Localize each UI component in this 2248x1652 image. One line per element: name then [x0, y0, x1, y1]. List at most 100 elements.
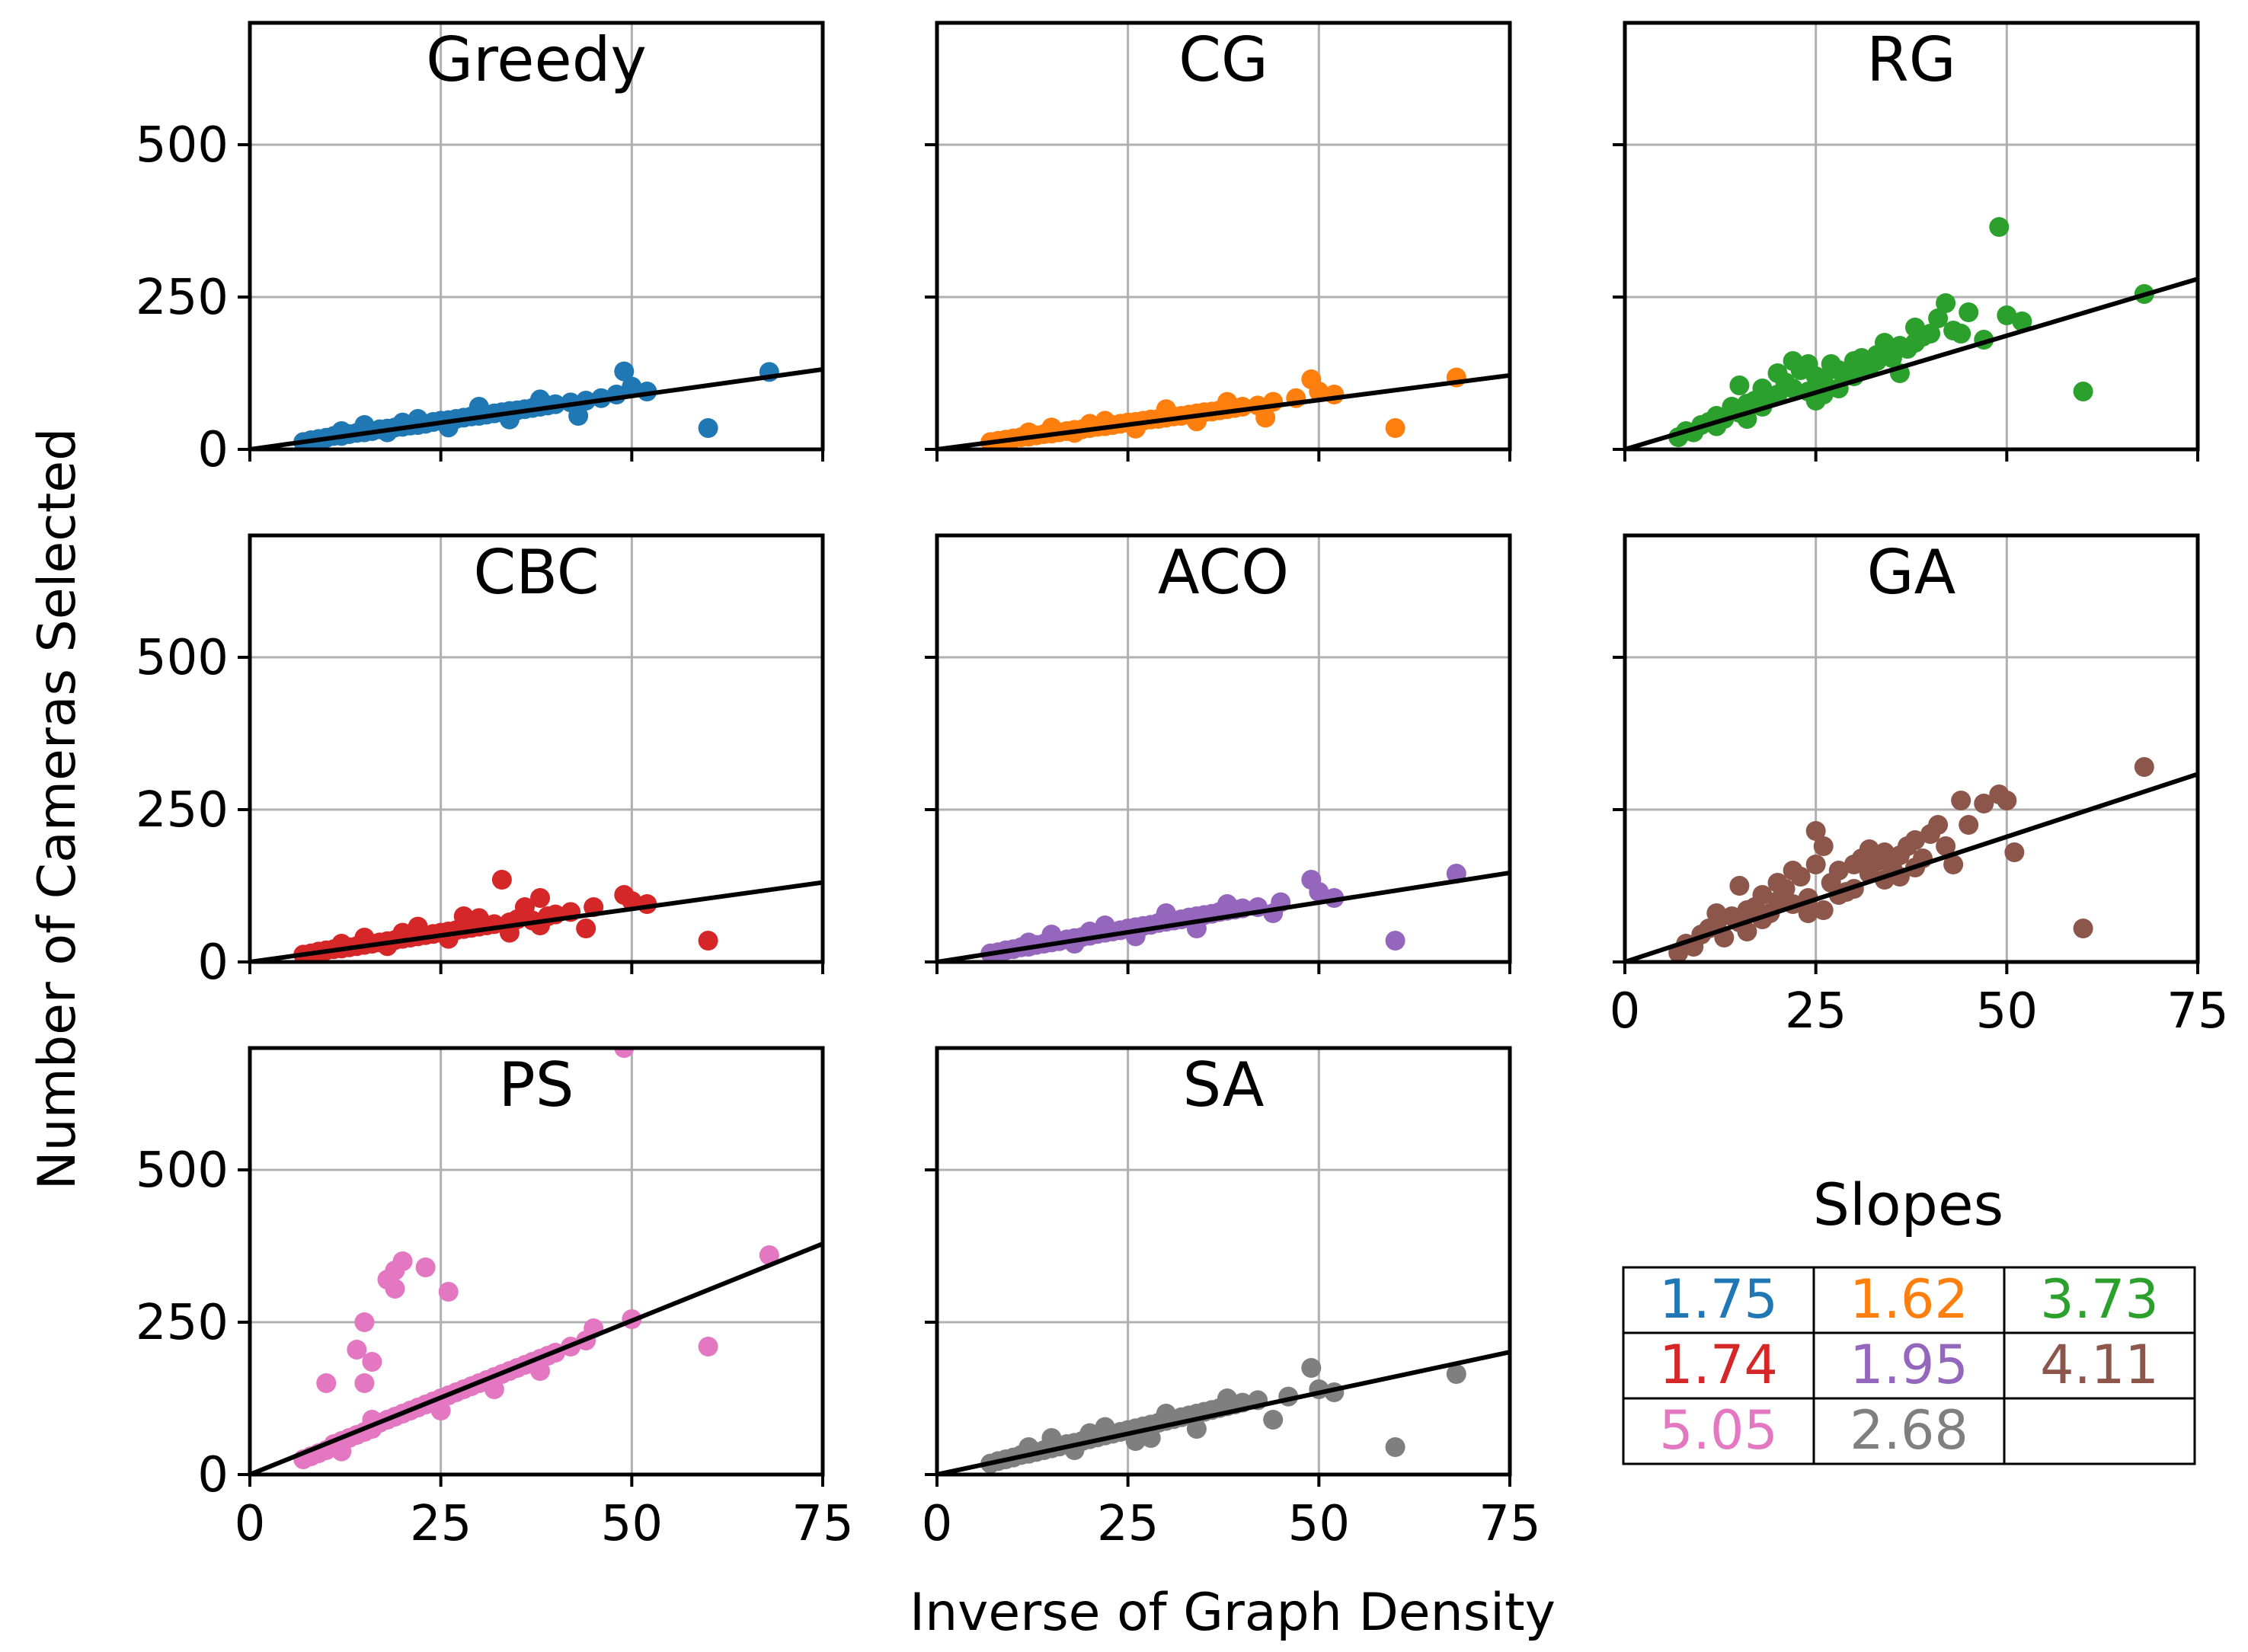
- slope-value: 2.68: [1850, 1399, 1968, 1462]
- y-tick-label: 250: [136, 782, 229, 839]
- data-point: [1866, 351, 1887, 371]
- data-point: [1951, 791, 1971, 810]
- data-point: [1828, 861, 1849, 880]
- data-point: [1813, 836, 1834, 856]
- data-point: [1263, 1410, 1284, 1430]
- data-point: [1997, 791, 2017, 810]
- points-ga: [1668, 757, 2154, 962]
- panel-title-rg: RG: [1866, 24, 1956, 95]
- data-point: [1217, 894, 1238, 914]
- data-point: [1385, 418, 1405, 438]
- panel-title-sa: SA: [1183, 1050, 1265, 1120]
- data-point: [1324, 385, 1345, 404]
- data-point: [354, 1312, 375, 1332]
- x-tick-label: 75: [1479, 1496, 1540, 1552]
- panel-frame: [248, 21, 825, 452]
- data-point: [1767, 363, 1788, 383]
- data-point: [1186, 1419, 1207, 1439]
- slopes-table: Slopes 1.75 1.62 3.73 1.74 1.95 4.11 5.05 2.68: [1622, 1171, 2196, 1465]
- x-tick-label: 25: [410, 1496, 472, 1552]
- points-cbc: [293, 870, 718, 962]
- data-point: [2073, 382, 2093, 401]
- data-point: [1783, 379, 1803, 398]
- data-point: [1140, 1428, 1161, 1448]
- slope-value: 3.73: [2040, 1268, 2159, 1331]
- data-point: [1125, 1431, 1146, 1451]
- data-point: [1301, 1358, 1322, 1378]
- data-point: [622, 376, 642, 397]
- points-rg: [1668, 217, 2154, 447]
- data-point: [1737, 922, 1757, 941]
- slope-value: 4.11: [2040, 1334, 2159, 1396]
- data-point: [392, 922, 413, 943]
- data-point: [2134, 757, 2154, 777]
- fit-line-cbc: [250, 880, 823, 962]
- data-point: [484, 1379, 504, 1399]
- data-point: [530, 888, 551, 908]
- panel-frame: [935, 1046, 1512, 1477]
- data-point: [1446, 1364, 1466, 1384]
- data-point: [1767, 873, 1788, 893]
- data-point: [430, 1401, 451, 1420]
- x-tick-label: 0: [922, 1496, 953, 1552]
- panel-sa: 0 25 50 75 SA: [922, 1046, 1541, 1552]
- y-tick-label: 500: [136, 117, 229, 174]
- data-point: [468, 397, 489, 417]
- x-tick-label: 0: [1610, 983, 1641, 1040]
- data-point: [1928, 815, 1949, 835]
- data-point: [1805, 855, 1826, 874]
- data-point: [1752, 885, 1773, 905]
- data-point: [698, 931, 718, 951]
- data-point: [1217, 391, 1238, 412]
- panel-aco: ACO: [925, 533, 1512, 974]
- y-tick-label: 250: [136, 1295, 229, 1351]
- slopes-table-border: [1622, 1266, 2196, 1465]
- y-tick-label: 0: [197, 1447, 229, 1503]
- data-point: [1041, 1428, 1062, 1448]
- fit-line-sa: [937, 1350, 1510, 1475]
- fit-line-ga: [1625, 772, 2198, 962]
- data-point: [2004, 842, 2025, 862]
- fit-line-rg: [1625, 276, 2198, 449]
- data-point: [1997, 305, 2017, 325]
- data-point: [347, 1340, 367, 1360]
- x-tick-label: 0: [235, 1496, 266, 1552]
- data-point: [1905, 318, 1926, 337]
- data-point: [385, 1279, 405, 1299]
- points-cg: [980, 367, 1466, 449]
- y-tick-label: 500: [136, 630, 229, 686]
- data-point: [354, 415, 375, 435]
- data-point: [1255, 407, 1276, 428]
- data-point: [1095, 1417, 1115, 1437]
- panel-title-ps: PS: [498, 1050, 574, 1120]
- panel-title-cbc: CBC: [473, 537, 599, 608]
- data-point: [1385, 1437, 1405, 1457]
- panel-frame: [1623, 21, 2200, 452]
- panel-title-greedy: Greedy: [426, 24, 647, 95]
- data-point: [1385, 931, 1405, 951]
- data-point: [1729, 375, 1750, 395]
- data-point: [1813, 369, 1834, 389]
- data-point: [491, 870, 512, 890]
- slope-value: 1.95: [1850, 1334, 1968, 1396]
- data-point: [614, 361, 635, 382]
- x-tick-label: 50: [601, 1496, 663, 1552]
- data-point: [1309, 882, 1329, 902]
- fit-line-greedy: [250, 367, 823, 449]
- y-tick-label: 0: [197, 935, 229, 991]
- panel-cbc: 0 250 500 CBC: [136, 533, 825, 991]
- data-point: [2012, 312, 2032, 331]
- points-aco: [980, 864, 1466, 962]
- data-point: [1813, 900, 1834, 920]
- data-point: [362, 1352, 382, 1372]
- x-tick-label: 75: [2166, 983, 2228, 1040]
- data-point: [1805, 821, 1826, 841]
- data-point: [1798, 903, 1818, 923]
- panel-title-ga: GA: [1867, 537, 1956, 608]
- data-point: [698, 418, 718, 438]
- data-point: [1943, 855, 1964, 874]
- panel-frame: [248, 1046, 825, 1477]
- slopes-table-title: Slopes: [1813, 1171, 2003, 1238]
- data-point: [1959, 815, 1979, 835]
- data-point: [1928, 308, 1949, 328]
